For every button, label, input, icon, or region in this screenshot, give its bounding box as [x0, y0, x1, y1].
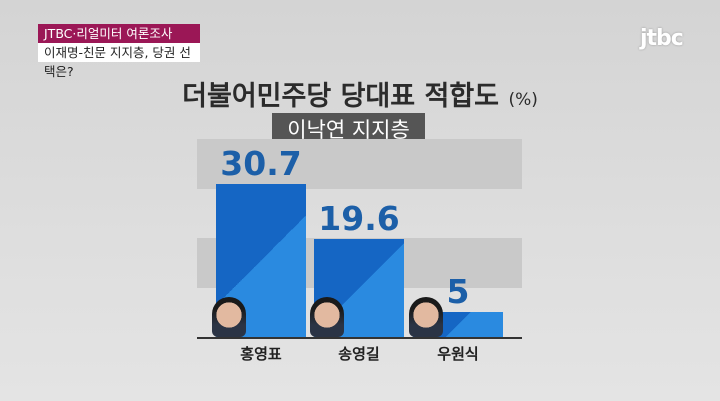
- candidate-photo: [409, 297, 443, 337]
- candidate-photo: [212, 297, 246, 337]
- value-label: 30.7: [220, 144, 302, 184]
- category-label: 홍영표: [240, 345, 282, 363]
- chart-title: 더불어민주당 당대표 적합도 (%): [0, 74, 720, 113]
- poll-source-tag: JTBC·리얼미터 여론조사: [38, 24, 200, 43]
- chart-unit: (%): [508, 90, 538, 110]
- value-label: 5: [446, 272, 470, 312]
- baseline-axis: [197, 337, 522, 339]
- grid-band: [197, 139, 522, 189]
- jtbc-logo: jtbc: [640, 26, 684, 51]
- headline-tag: 이재명-친문 지지층, 당권 선택은?: [38, 43, 200, 79]
- category-label: 송영길: [338, 345, 380, 363]
- chart-title-text: 더불어민주당 당대표 적합도: [182, 81, 500, 112]
- value-label: 19.6: [318, 199, 400, 239]
- category-label: 우원식: [437, 345, 479, 363]
- candidate-photo: [310, 297, 344, 337]
